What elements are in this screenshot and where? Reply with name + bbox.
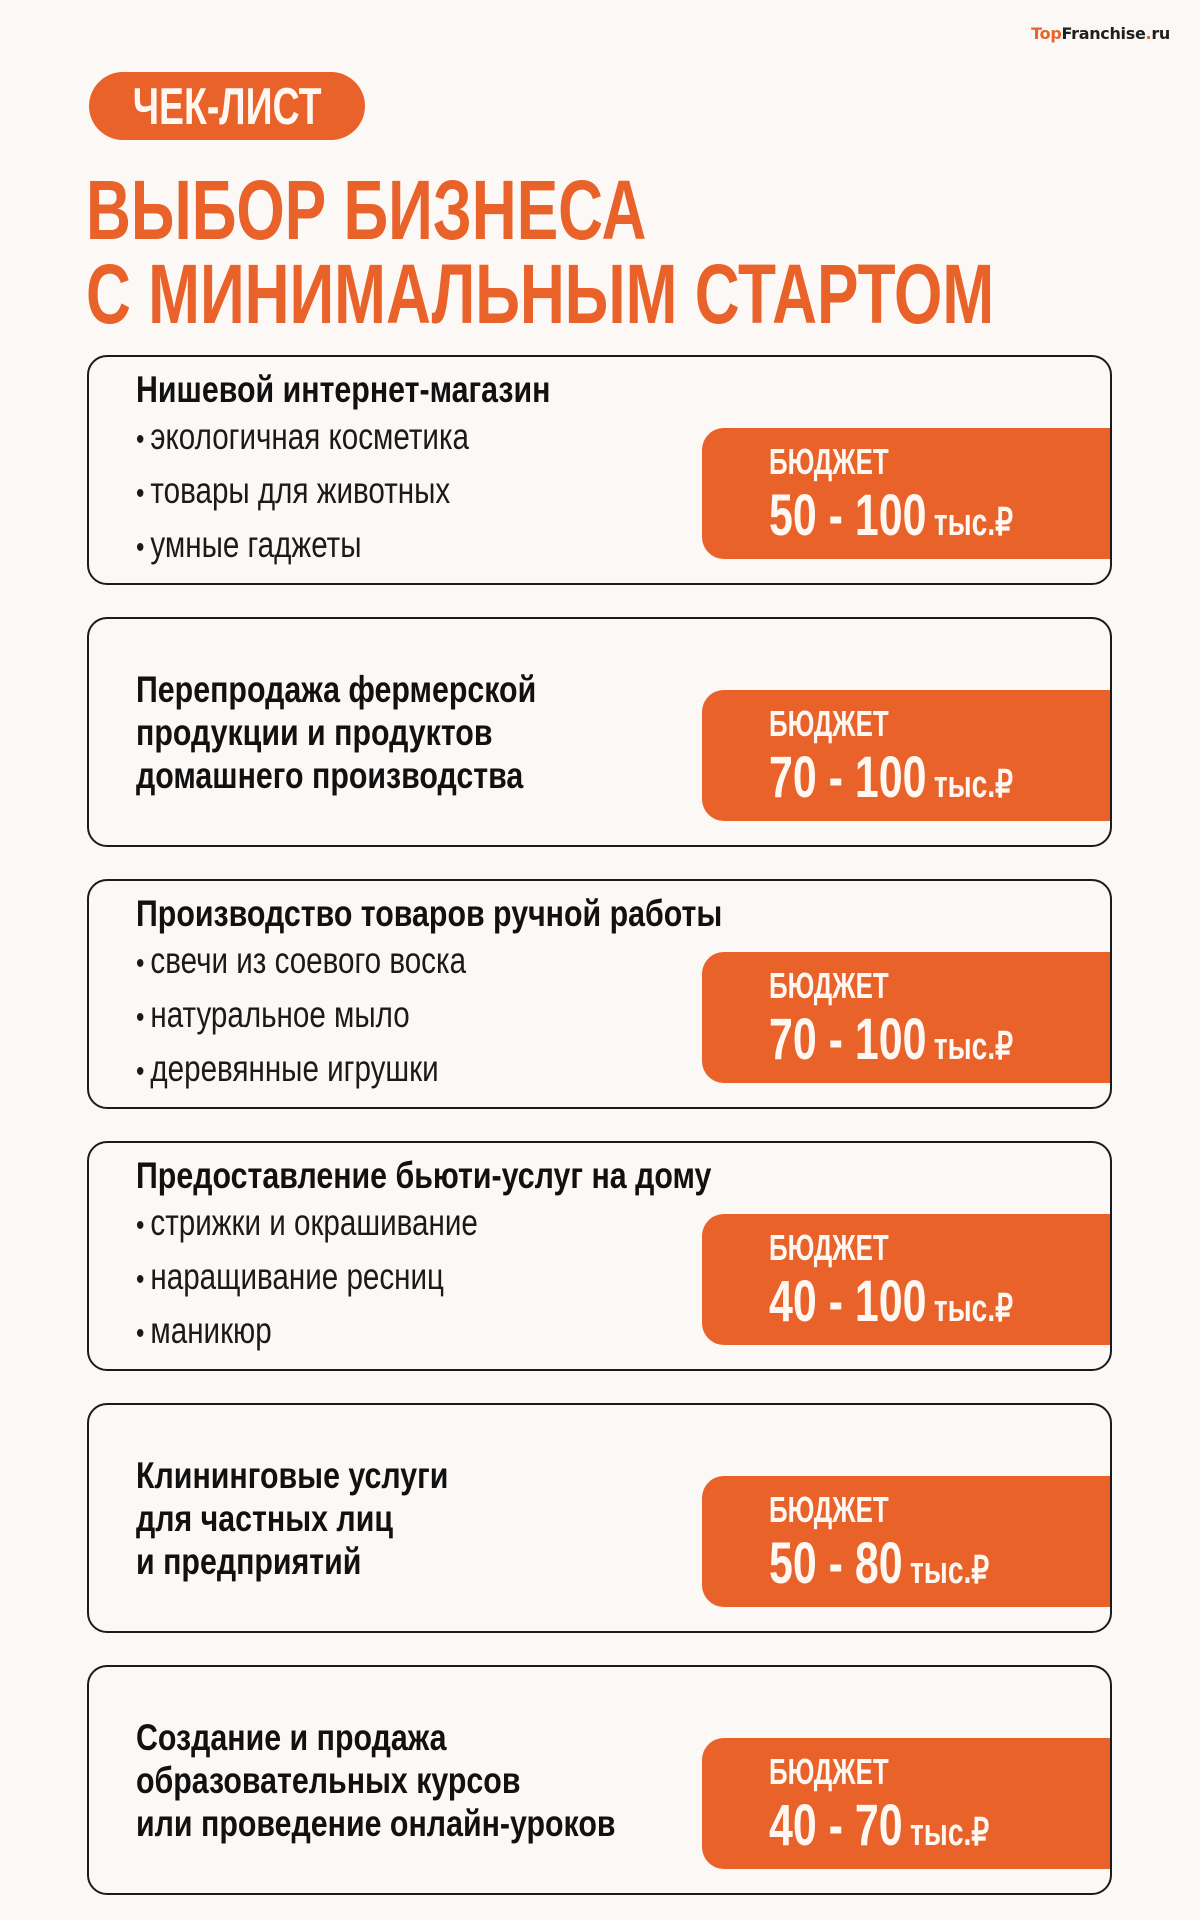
- card-content: Перепродажа фермерской продукции и проду…: [136, 619, 696, 845]
- budget-unit: тыс.₽: [933, 1026, 1014, 1068]
- budget-amount: 70 - 100 тыс.₽: [769, 748, 1013, 823]
- business-card-handmade: Производство товаров ручной работы • свеч…: [87, 879, 1112, 1109]
- logo-dot: .: [1145, 24, 1152, 43]
- budget-range: 70 - 100: [769, 1007, 927, 1072]
- business-card-online-store: Нишевой интернет-магазин • экологичная ко…: [87, 355, 1112, 585]
- page-title-line-2: С МИНИМАЛЬНЫМ СТАРТОМ: [86, 247, 995, 341]
- budget-unit: тыс.₽: [910, 1812, 990, 1854]
- card-title-line: Создание и продажа: [136, 1716, 447, 1758]
- budget-amount: 50 - 80 тыс.₽: [769, 1534, 989, 1609]
- card-title: Нишевой интернет-магазин: [136, 368, 551, 410]
- page-title-line-1: ВЫБОР БИЗНЕСА: [86, 163, 647, 257]
- card-title-line: Клининговые услуги: [136, 1454, 449, 1496]
- checklist-pill: ЧЕК-ЛИСТ: [89, 72, 365, 140]
- card-title-line: продукции и продуктов: [136, 711, 493, 753]
- budget-badge: БЮДЖЕТ 40 - 70 тыс.₽: [702, 1738, 1110, 1871]
- list-item-text: стрижки и окрашивание: [150, 1201, 478, 1243]
- card-content: Нишевой интернет-магазин • экологичная ко…: [136, 357, 696, 583]
- card-content: Клининговые услуги для частных лиц и пре…: [136, 1405, 696, 1631]
- budget-label: БЮДЖЕТ: [769, 1227, 889, 1268]
- business-card-online-courses: Создание и продажа образовательных курсо…: [87, 1665, 1112, 1895]
- card-content: Производство товаров ручной работы • свеч…: [136, 881, 723, 1107]
- list-item: • наращивание ресниц: [136, 1251, 584, 1305]
- budget-range: 40 - 100: [769, 1269, 927, 1334]
- bullet-icon: •: [136, 1054, 145, 1088]
- list-item: • умные гаджеты: [136, 519, 584, 573]
- budget-amount: 50 - 100 тыс.₽: [769, 486, 1013, 561]
- card-title-line: для частных лиц: [136, 1497, 394, 1539]
- business-card-beauty-services: Предоставление бьюти-услуг на дому • стри…: [87, 1141, 1112, 1371]
- business-card-cleaning: Клининговые услуги для частных лиц и пре…: [87, 1403, 1112, 1633]
- list-item: • маникюр: [136, 1305, 584, 1359]
- topfranchise-logo: TopFranchise.ru: [1031, 24, 1170, 43]
- card-title-line: и предприятий: [136, 1540, 362, 1582]
- list-item-text: товары для животных: [150, 469, 451, 511]
- card-bullet-list: • свечи из соевого воска • натуральное мыл…: [136, 935, 696, 1097]
- budget-label: БЮДЖЕТ: [769, 965, 889, 1006]
- list-item-text: экологичная косметика: [150, 415, 470, 457]
- bullet-icon: •: [136, 1262, 145, 1296]
- budget-amount: 70 - 100 тыс.₽: [769, 1010, 1013, 1085]
- list-item: • свечи из соевого воска: [136, 935, 584, 989]
- bullet-icon: •: [136, 1316, 145, 1350]
- card-bullet-list: • экологичная косметика • товары для живот…: [136, 411, 696, 573]
- business-card-farm-products: Перепродажа фермерской продукции и проду…: [87, 617, 1112, 847]
- list-item: • товары для животных: [136, 465, 584, 519]
- budget-unit: тыс.₽: [933, 764, 1014, 806]
- list-item-text: умные гаджеты: [150, 523, 362, 565]
- card-title-line: Перепродажа фермерской: [136, 668, 537, 710]
- budget-badge: БЮДЖЕТ 50 - 80 тыс.₽: [702, 1476, 1110, 1609]
- page-title: ВЫБОР БИЗНЕСА С МИНИМАЛЬНЫМ СТАРТОМ: [86, 168, 994, 336]
- card-content: Предоставление бьюти-услуг на дому • стри…: [136, 1143, 712, 1369]
- card-title-line: домашнего производства: [136, 754, 524, 796]
- budget-badge: БЮДЖЕТ 50 - 100 тыс.₽: [702, 428, 1110, 561]
- card-title-line: или проведение онлайн-уроков: [136, 1802, 616, 1844]
- budget-range: 50 - 100: [769, 483, 927, 548]
- budget-amount: 40 - 100 тыс.₽: [769, 1272, 1013, 1347]
- card-title: Предоставление бьюти-услуг на дому: [136, 1154, 712, 1196]
- logo-part-ru: ru: [1151, 24, 1170, 43]
- bullet-icon: •: [136, 1000, 145, 1034]
- budget-badge: БЮДЖЕТ 40 - 100 тыс.₽: [702, 1214, 1110, 1347]
- list-item: • натуральное мыло: [136, 989, 584, 1043]
- bullet-icon: •: [136, 1208, 145, 1242]
- budget-range: 50 - 80: [769, 1531, 903, 1596]
- budget-label: БЮДЖЕТ: [769, 1489, 889, 1530]
- budget-range: 40 - 70: [769, 1793, 903, 1858]
- list-item-text: натуральное мыло: [150, 993, 410, 1035]
- list-item-text: свечи из соевого воска: [150, 939, 467, 981]
- bullet-icon: •: [136, 476, 145, 510]
- checklist-pill-label: ЧЕК-ЛИСТ: [132, 78, 322, 136]
- logo-part-franchise: Franchise: [1061, 24, 1146, 43]
- list-item-text: деревянные игрушки: [150, 1047, 439, 1089]
- card-title-line: образовательных курсов: [136, 1759, 521, 1801]
- bullet-icon: •: [136, 422, 145, 456]
- budget-range: 70 - 100: [769, 745, 927, 810]
- list-item: • стрижки и окрашивание: [136, 1197, 584, 1251]
- budget-badge: БЮДЖЕТ 70 - 100 тыс.₽: [702, 952, 1110, 1085]
- budget-unit: тыс.₽: [910, 1550, 990, 1592]
- budget-unit: тыс.₽: [933, 502, 1014, 544]
- budget-unit: тыс.₽: [933, 1288, 1014, 1330]
- bullet-icon: •: [136, 946, 145, 980]
- list-item-text: наращивание ресниц: [150, 1255, 445, 1297]
- card-title: Производство товаров ручной работы: [136, 892, 723, 934]
- budget-badge: БЮДЖЕТ 70 - 100 тыс.₽: [702, 690, 1110, 823]
- logo-part-top: Top: [1031, 24, 1062, 43]
- bullet-icon: •: [136, 530, 145, 564]
- card-bullet-list: • стрижки и окрашивание • наращивание ресн…: [136, 1197, 696, 1359]
- list-item-text: маникюр: [150, 1309, 272, 1351]
- card-content: Создание и продажа образовательных курсо…: [136, 1667, 696, 1893]
- budget-label: БЮДЖЕТ: [769, 441, 889, 482]
- list-item: • экологичная косметика: [136, 411, 584, 465]
- budget-label: БЮДЖЕТ: [769, 703, 889, 744]
- budget-amount: 40 - 70 тыс.₽: [769, 1796, 989, 1871]
- budget-label: БЮДЖЕТ: [769, 1751, 889, 1792]
- list-item: • деревянные игрушки: [136, 1043, 584, 1097]
